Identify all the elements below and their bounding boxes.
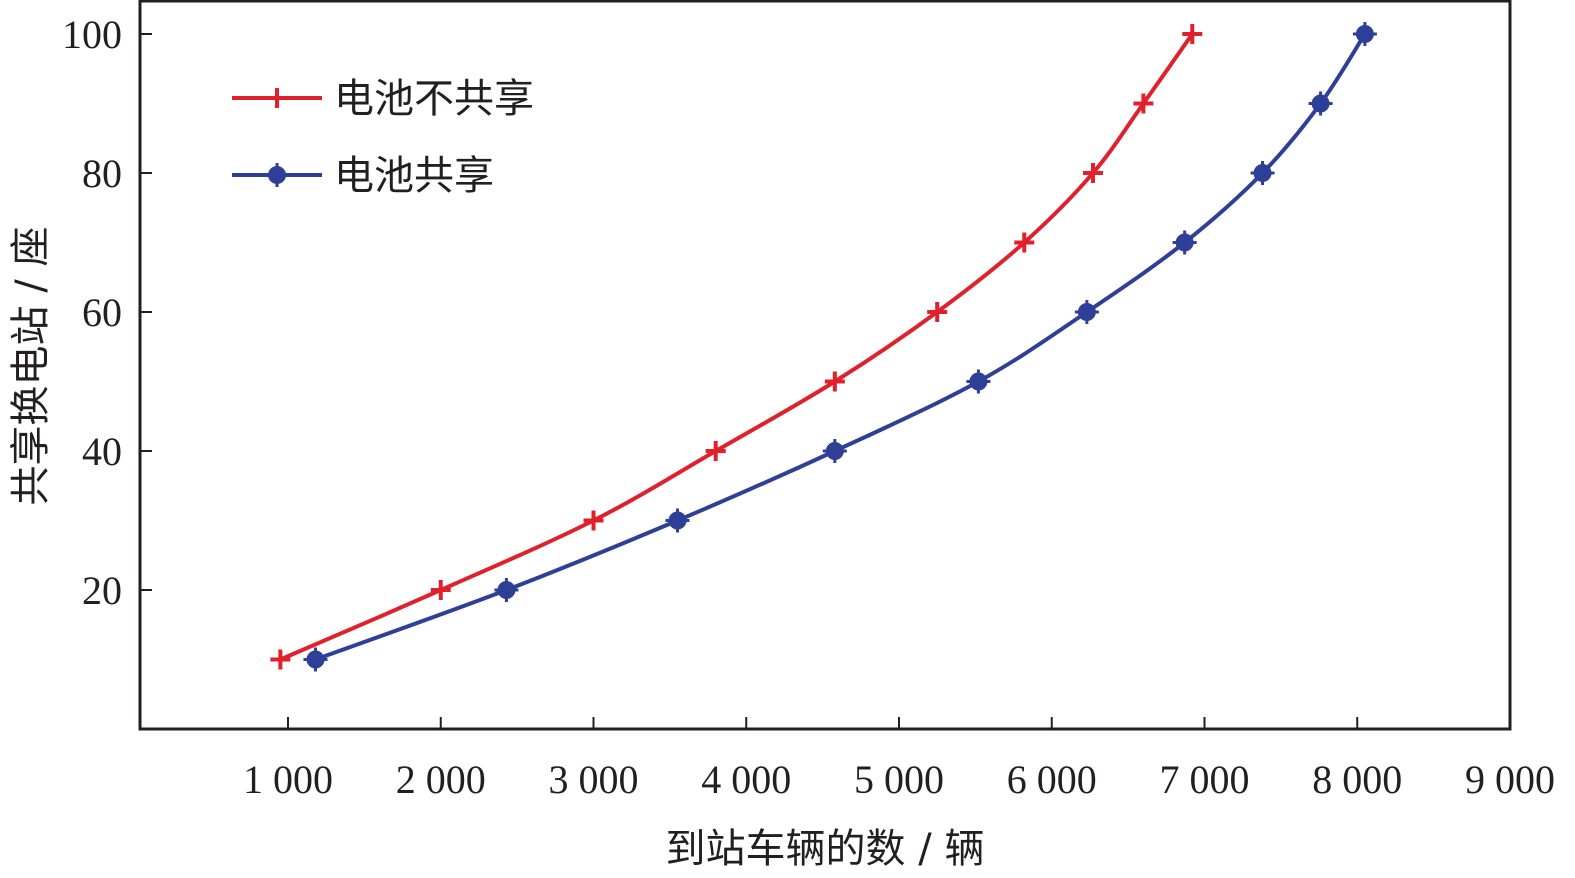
data-point — [927, 302, 948, 322]
data-point — [303, 647, 328, 672]
legend-item-1: 电池不共享 — [232, 76, 534, 122]
data-point — [494, 578, 519, 602]
legend-label: 电池共享 — [334, 153, 494, 199]
data-point — [1182, 24, 1203, 44]
legend-label: 电池不共享 — [334, 76, 534, 122]
data-point — [966, 369, 991, 394]
data-point — [1082, 163, 1103, 183]
series-line — [314, 32, 1367, 662]
series-1 — [270, 24, 1203, 670]
data-point — [583, 510, 604, 531]
y-tick-label: 20 — [82, 568, 122, 613]
legend-swatch-marker — [267, 88, 287, 108]
data-point — [1074, 300, 1099, 324]
y-axis: 20 40 60 80 100 — [62, 12, 152, 613]
y-tick-label: 40 — [82, 429, 122, 474]
data-point — [1014, 232, 1035, 253]
data-point — [822, 439, 847, 463]
x-tick-label: 4 000 — [701, 757, 791, 802]
series-layer — [270, 22, 1377, 672]
data-point — [1250, 161, 1275, 185]
x-tick-label: 5 000 — [854, 757, 944, 802]
x-tick-label: 9 000 — [1465, 757, 1555, 802]
x-tick-label: 1 000 — [243, 757, 333, 802]
data-point — [665, 508, 690, 533]
x-tick-label: 7 000 — [1160, 757, 1250, 802]
x-tick-label: 2 000 — [396, 757, 486, 802]
y-tick-label: 60 — [82, 290, 122, 335]
x-tick-label: 3 000 — [549, 757, 639, 802]
y-tick-label: 100 — [62, 12, 122, 57]
x-axis: 1 000 2 000 3 000 4 000 5 000 6 000 7 000 8 000… — [243, 717, 1555, 802]
legend-item-2: 电池共享 — [232, 153, 494, 199]
data-point — [1308, 91, 1333, 116]
legend-swatch-marker — [265, 163, 289, 187]
data-point — [705, 441, 726, 461]
data-point — [1133, 93, 1154, 114]
data-point — [270, 649, 291, 670]
data-point — [824, 371, 845, 392]
y-tick-label: 80 — [82, 151, 122, 196]
x-axis-title: 到站车辆的数 / 辆 — [666, 826, 985, 872]
series-line — [279, 32, 1194, 662]
data-point — [1172, 230, 1197, 255]
series-2 — [303, 22, 1377, 672]
y-axis-title: 共享换电站 / 座 — [8, 227, 54, 506]
data-point — [1352, 22, 1377, 46]
x-tick-label: 8 000 — [1312, 757, 1402, 802]
plot-frame — [138, 0, 1512, 731]
x-tick-label: 6 000 — [1007, 757, 1097, 802]
data-point — [430, 580, 451, 600]
